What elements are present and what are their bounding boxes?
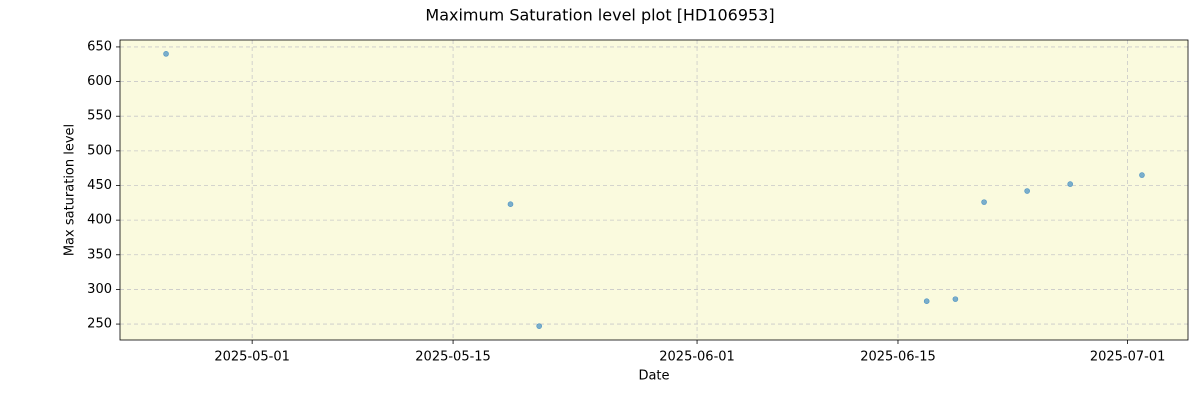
point [981, 199, 987, 205]
point [163, 51, 169, 57]
point [507, 201, 514, 208]
y-tick-label: 400 [87, 213, 112, 228]
x-tick-label: 2025-07-01 [1090, 350, 1166, 365]
x-tick-label: 2025-05-01 [214, 350, 290, 365]
y-tick-label: 650 [87, 39, 112, 54]
point [952, 296, 959, 302]
point [536, 323, 542, 329]
y-tick-label: 300 [87, 282, 112, 297]
point [1024, 188, 1030, 194]
x-tick-label: 2025-06-01 [659, 350, 735, 365]
chart-title: Maximum Saturation level plot [HD106953] [425, 6, 774, 25]
y-tick-label: 500 [87, 143, 112, 158]
x-axis-label: Date [638, 369, 669, 384]
x-tick-label: 2025-05-15 [415, 350, 491, 365]
point [1067, 181, 1073, 187]
y-tick-label: 550 [87, 109, 112, 124]
point [1139, 172, 1145, 178]
point [923, 298, 930, 305]
y-axis-label: Max saturation level [63, 124, 78, 256]
y-tick-label: 350 [87, 247, 112, 262]
x-tick-label: 2025-06-15 [860, 350, 936, 365]
y-tick-label: 250 [87, 317, 112, 332]
plot-background [120, 40, 1188, 340]
plot-frame [119, 39, 1189, 341]
y-tick-label: 600 [87, 74, 112, 89]
y-tick-label: 450 [87, 178, 112, 193]
